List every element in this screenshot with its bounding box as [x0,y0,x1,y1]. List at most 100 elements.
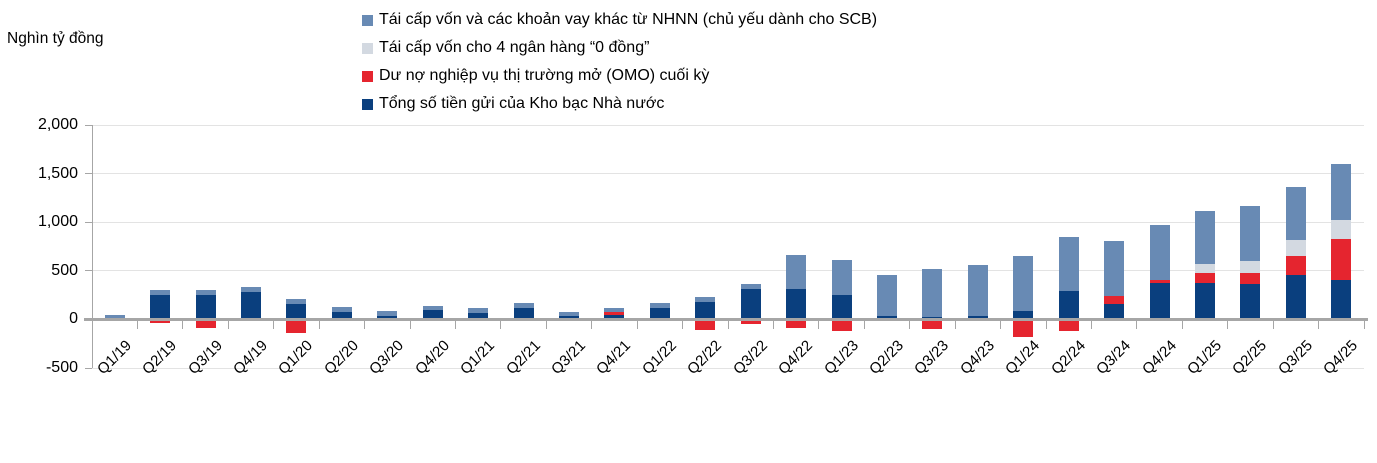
x-axis-tick-9 [500,320,502,330]
bar-segment-refi_scb-Q3/25 [1285,186,1306,241]
x-axis-tick-3 [227,320,229,330]
x-axis-tick-24 [1181,320,1183,330]
bar-segment-omo-Q3/19 [195,319,216,329]
bar-segment-treasury-Q3/25 [1285,275,1306,320]
x-axis-tick-11 [591,320,593,330]
bar-segment-refi_scb-Q4/24 [1149,224,1170,280]
x-axis-label-Q1/23: Q1/23 [820,337,862,379]
gridline--500 [92,367,1364,369]
bar-segment-refi_scb-Q2/19 [150,289,171,296]
x-axis-tick-2 [182,320,184,330]
bar-segment-treasury-Q4/19 [241,291,261,320]
x-axis-label-Q1/21: Q1/21 [457,337,499,379]
x-axis-label-Q1/25: Q1/25 [1184,337,1226,379]
bar-segment-refi_zero_banks-Q2/25 [1240,261,1261,273]
bar-segment-refi_zero_banks-Q3/25 [1285,240,1306,256]
bar-segment-refi_scb-Q3/23 [922,268,943,317]
bar-segment-treasury-Q3/20 [377,315,398,320]
bar-segment-treasury-Q4/25 [1331,279,1352,320]
x-axis-tick-1 [136,320,138,330]
y-axis-label-1500: 1,500 [37,164,78,182]
x-axis-tick-7 [409,320,411,330]
x-axis-tick-17 [863,320,865,330]
legend-swatch-refi-zero-banks-icon [362,42,373,54]
bar-segment-treasury-Q3/21 [559,315,579,320]
x-axis-label-Q2/24: Q2/24 [1047,337,1089,379]
x-axis-label-Q1/22: Q1/22 [638,337,680,379]
bar-segment-treasury-Q4/22 [786,288,807,320]
bar-segment-treasury-Q3/23 [922,316,943,320]
bar-segment-treasury-Q1/23 [831,295,852,320]
bar-segment-treasury-Q1/20 [286,303,307,320]
legend-item-refi-zero-banks: Tái cấp vốn cho 4 ngân hàng “0 đồng” [362,34,877,62]
x-axis-label-Q3/19: Q3/19 [184,337,226,379]
bar-segment-treasury-Q1/22 [649,308,670,320]
bar-segment-refi_scb-Q4/21 [604,308,625,313]
bar-segment-treasury-Q4/21 [604,314,625,320]
x-axis-tick-8 [454,320,456,330]
y-axis-label-500: 500 [51,261,78,279]
bar-segment-refi_zero_banks-Q4/25 [1331,220,1352,240]
x-axis-tick-4 [273,320,275,330]
bar-segment-omo-Q3/25 [1285,255,1306,276]
bar-segment-treasury-Q3/22 [740,289,761,320]
x-axis-label-Q4/24: Q4/24 [1138,337,1180,379]
x-axis-tick-5 [318,320,320,330]
x-axis-label-Q2/25: Q2/25 [1229,337,1271,379]
plot-area: -500 0 500 1,000 1,500 2,000 Q1/19 Q2/19 Q3/19 Q4… [38,116,1368,378]
bar-segment-treasury-Q2/23 [877,315,897,320]
bar-segment-refi_scb-Q1/22 [649,303,670,309]
x-axis-tick-19 [954,320,956,330]
x-axis-tick-23 [1136,320,1138,330]
bar-segment-omo-Q1/24 [1013,319,1034,337]
bar-segment-refi_scb-Q1/25 [1195,210,1215,264]
x-axis-label-Q2/20: Q2/20 [320,337,362,379]
legend-swatch-refi-scb-icon [362,14,373,26]
y-axis-label-1000: 1,000 [37,213,78,231]
legend-item-omo: Dư nợ nghiệp vụ thị trường mở (OMO) cuối… [362,62,877,90]
y-axis-label--500: -500 [45,359,78,376]
bar-segment-omo-Q1/25 [1195,272,1215,284]
y-axis-tick-2000 [85,124,92,126]
bar-segment-refi_scb-Q1/23 [831,260,852,296]
x-axis-tick-10 [545,320,547,330]
bar-segment-treasury-Q2/25 [1240,283,1261,320]
legend-label-refi-zero-banks: Tái cấp vốn cho 4 ngân hàng “0 đồng” [379,39,650,56]
x-axis-label-Q1/20: Q1/20 [275,337,317,379]
x-axis-tick-27 [1318,320,1320,330]
bar-segment-treasury-Q1/25 [1195,283,1215,320]
y-axis-tick-1000 [85,221,92,223]
x-axis-tick-28 [1363,320,1365,330]
y-axis-tick-1500 [85,173,92,175]
bar-segment-omo-Q2/24 [1058,319,1079,331]
x-axis-tick-21 [1045,320,1047,330]
bar-segment-refi_scb-Q1/21 [468,308,489,313]
bar-segment-refi_scb-Q2/24 [1058,236,1079,292]
legend-label-refi-scb: Tái cấp vốn và các khoản vay khác từ NHN… [379,11,878,28]
x-axis-label-Q4/21: Q4/21 [593,337,635,379]
x-axis-tick-15 [772,320,774,330]
y-axis-tick-500 [85,270,92,272]
bar-segment-treasury-Q2/21 [513,307,534,320]
bar-segment-treasury-Q3/24 [1104,303,1125,320]
bar-segment-refi_scb-Q4/25 [1331,163,1352,221]
bar-segment-omo-Q1/20 [286,319,307,333]
x-axis-label-Q4/19: Q4/19 [230,337,272,379]
bar-segment-refi_scb-Q3/22 [740,284,761,290]
gridline-2000 [92,124,1364,126]
bar-segment-omo-Q3/22 [740,319,761,324]
x-axis-label-Q4/23: Q4/23 [956,337,998,379]
y-axis-label-0: 0 [69,310,78,328]
x-axis-tick-18 [909,320,911,330]
bar-segment-refi_scb-Q2/20 [331,306,352,312]
x-axis-label-Q3/23: Q3/23 [911,337,953,379]
x-axis-label-Q3/21: Q3/21 [548,337,590,379]
bar-segment-omo-Q1/23 [831,319,852,332]
bar-segment-treasury-Q4/20 [422,309,443,320]
x-axis-label-Q4/22: Q4/22 [775,337,817,379]
legend-swatch-treasury-icon [362,98,373,110]
bar-segment-treasury-Q1/24 [1013,310,1034,320]
x-axis-tick-26 [1272,320,1274,330]
bar-segment-refi_scb-Q2/23 [877,274,897,316]
x-axis-label-Q3/25: Q3/25 [1274,337,1316,379]
